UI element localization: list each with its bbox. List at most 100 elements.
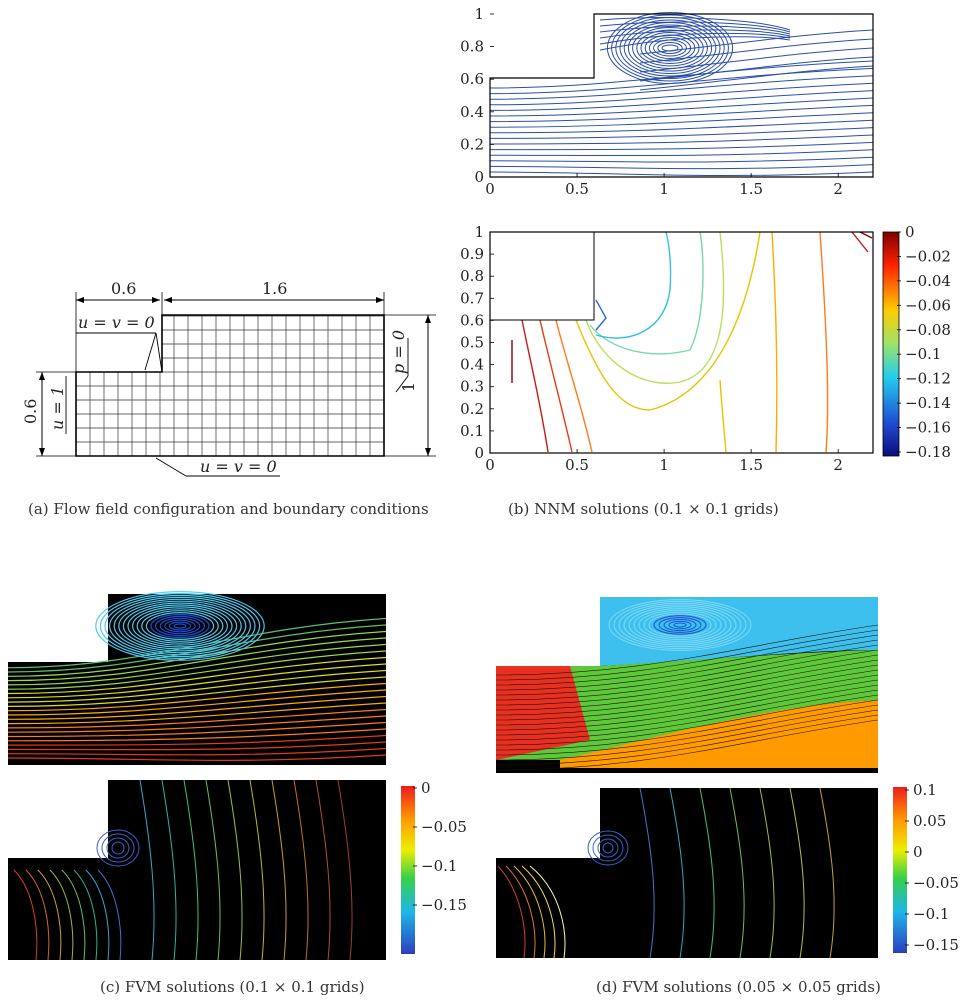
- vortex-streamline: [122, 602, 238, 650]
- pressure-contour: [106, 837, 130, 859]
- vortex-streamline: [619, 19, 721, 77]
- streamline: [599, 32, 791, 45]
- streamline: [495, 624, 879, 676]
- pressure-contour: [293, 779, 309, 961]
- vortex-streamline: [155, 615, 206, 637]
- vortex-streamline: [661, 44, 679, 52]
- vortex-streamline: [150, 613, 210, 639]
- vortex-streamline: [643, 611, 717, 639]
- pressure-contour: [205, 779, 221, 961]
- y-tick-label: 1: [474, 5, 484, 23]
- vortex-streamline: [653, 615, 707, 635]
- colorbar-tick-label: −0.15: [421, 896, 467, 914]
- colorbar-tick-label: −0.08: [905, 321, 951, 339]
- y-tick-label: 0.6: [460, 311, 484, 329]
- streamline: [489, 97, 874, 117]
- streamline: [7, 702, 387, 725]
- x-tick-label: 1: [659, 180, 669, 198]
- x-tick-label: 1: [659, 456, 669, 474]
- vortex-streamline: [159, 617, 201, 635]
- streamline: [489, 171, 874, 177]
- x-tick-label: 1.5: [739, 456, 763, 474]
- pressure-contour: [505, 865, 536, 959]
- pressure-contour: [139, 779, 155, 961]
- vortex-streamline: [173, 623, 187, 629]
- vortex-streamline: [627, 24, 713, 72]
- streamline: [7, 754, 387, 761]
- pressure-contour: [315, 779, 331, 961]
- colorbar-tick-label: 0.05: [913, 812, 946, 830]
- streamline: [489, 67, 874, 95]
- pressure-contour: [789, 787, 805, 959]
- dim-outlet-height: 1: [399, 382, 418, 392]
- caption-a: (a) Flow field configuration and boundar…: [28, 500, 429, 518]
- y-tick-label: 0.5: [460, 334, 484, 352]
- pressure-contour: [851, 231, 869, 253]
- plot-frame: [489, 13, 874, 178]
- streamline: [489, 156, 874, 163]
- vortex-streamline: [633, 608, 727, 642]
- y-tick-label: 0.7: [460, 289, 484, 307]
- colorbar-tick-label: 0: [421, 779, 431, 797]
- vortex-streamline: [638, 609, 722, 641]
- bc-top-wall: u = v = 0: [78, 313, 155, 332]
- y-tick-label: 0.6: [460, 70, 484, 88]
- vortex-streamline: [132, 606, 229, 646]
- dim-channel-length: 1.6: [262, 279, 287, 298]
- flow-band: [496, 650, 878, 760]
- bc-outlet: p = 0: [389, 330, 408, 374]
- streamline: [495, 664, 879, 716]
- vortex-streamline: [663, 618, 697, 632]
- colorbar-tick-label: −0.18: [905, 443, 951, 461]
- colorbar-tick-label: −0.14: [905, 394, 951, 412]
- x-tick-label: 0: [485, 456, 495, 474]
- streamline: [599, 25, 791, 35]
- pressure-contour: [25, 869, 50, 961]
- vortex-streamline: [623, 604, 737, 646]
- pressure-contour: [539, 319, 573, 453]
- streamline: [495, 699, 879, 751]
- streamline: [495, 689, 879, 741]
- pressure-contour: [585, 231, 725, 384]
- colorbar-tick-label: −0.04: [905, 272, 951, 290]
- streamline: [489, 60, 874, 89]
- streamline: [7, 728, 387, 742]
- pressure-contour: [529, 865, 566, 959]
- pressure-contour: [669, 787, 685, 959]
- y-tick-label: 1: [474, 223, 484, 241]
- pressure-contour: [96, 829, 140, 867]
- streamline: [495, 719, 879, 771]
- vortex-streamline: [164, 619, 196, 633]
- y-tick-label: 0: [474, 444, 484, 462]
- vortex-streamline: [95, 591, 265, 661]
- colorbar-tick-label: −0.1: [421, 857, 457, 875]
- vortex-streamline: [99, 592, 261, 659]
- streamline: [489, 134, 874, 145]
- y-tick-label: 0: [474, 168, 484, 186]
- streamline: [495, 684, 879, 736]
- mesh-grid: [75, 315, 385, 457]
- streamline: [639, 38, 874, 64]
- streamline: [489, 82, 874, 106]
- pressure-contour: [595, 299, 607, 331]
- pressure-contour: [49, 869, 74, 961]
- pressure-contour: [85, 869, 110, 961]
- pressure-contour: [719, 379, 727, 453]
- streamline: [7, 656, 387, 695]
- vortex-streamline: [657, 42, 683, 54]
- pressure-contour: [859, 231, 873, 239]
- flow-band: [560, 700, 878, 768]
- streamline: [495, 679, 879, 731]
- streamline: [495, 629, 879, 681]
- y-tick-label: 0.8: [460, 267, 484, 285]
- pressure-contour: [729, 787, 745, 959]
- pressure-contour: [61, 869, 86, 961]
- pressure-contour: [639, 787, 655, 959]
- colorbar: [893, 787, 907, 953]
- colorbar-tick-label: −0.15: [913, 936, 959, 954]
- caption-c: (c) FVM solutions (0.1 × 0.1 grids): [100, 978, 365, 996]
- panel-b-pressure-contours: 0 0.5 1 1.5 200.10.20.30.40.50.60.70.80.91 0…: [460, 223, 951, 474]
- vortex-streamline: [608, 599, 752, 651]
- vortex-streamline: [658, 617, 702, 633]
- vortex-streamline: [113, 598, 247, 654]
